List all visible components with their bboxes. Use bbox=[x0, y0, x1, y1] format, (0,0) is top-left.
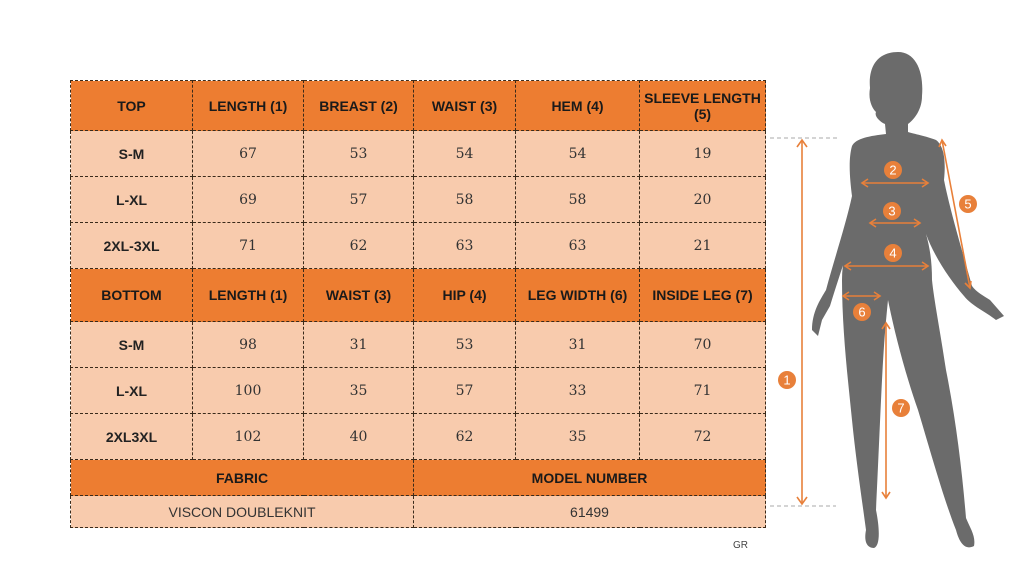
column-header: INSIDE LEG (7) bbox=[639, 268, 766, 322]
column-header: HIP (4) bbox=[413, 268, 516, 322]
footer-value: VISCON DOUBLEKNIT bbox=[70, 495, 414, 528]
column-header: LEG WIDTH (6) bbox=[515, 268, 640, 322]
column-header: TOP bbox=[70, 80, 193, 131]
column-header: LENGTH (1) bbox=[192, 268, 304, 322]
size-label: L-XL bbox=[70, 176, 193, 223]
column-header: MODEL NUMBER bbox=[413, 459, 766, 496]
table-row: FABRIC MODEL NUMBER bbox=[70, 459, 766, 496]
marker-badge bbox=[853, 303, 871, 321]
measurement-cell: 62 bbox=[413, 413, 516, 460]
marker-badge bbox=[778, 371, 796, 389]
measurement-cell: 20 bbox=[639, 176, 766, 223]
table-row: 2XL-3XL 71 62 63 63 21 bbox=[70, 222, 766, 269]
column-header: WAIST (3) bbox=[303, 268, 414, 322]
table-row: VISCON DOUBLEKNIT 61499 bbox=[70, 495, 766, 528]
size-label: S-M bbox=[70, 321, 193, 368]
table-row: BOTTOM LENGTH (1) WAIST (3) HIP (4) LEG WIDT… bbox=[70, 268, 766, 322]
measurement-cell: 21 bbox=[639, 222, 766, 269]
table-row: S-M 98 31 53 31 70 bbox=[70, 321, 766, 368]
table-row: TOP LENGTH (1) BREAST (2) WAIST (3) HEM (4) S… bbox=[70, 80, 766, 131]
column-header: SLEEVE LENGTH (5) bbox=[639, 80, 766, 131]
measurement-cell: 98 bbox=[192, 321, 304, 368]
measurement-cell: 63 bbox=[413, 222, 516, 269]
measurement-cell: 53 bbox=[303, 130, 414, 177]
marker-badge bbox=[959, 195, 977, 213]
measurement-cell: 102 bbox=[192, 413, 304, 460]
measurement-cell: 54 bbox=[515, 130, 640, 177]
measurement-cell: 57 bbox=[413, 367, 516, 414]
measurement-cell: 40 bbox=[303, 413, 414, 460]
measurement-cell: 72 bbox=[639, 413, 766, 460]
marker-label: 3 bbox=[888, 204, 895, 219]
table-row: L-XL 69 57 58 58 20 bbox=[70, 176, 766, 223]
size-label: L-XL bbox=[70, 367, 193, 414]
size-label: 2XL-3XL bbox=[70, 222, 193, 269]
measurement-cell: 100 bbox=[192, 367, 304, 414]
watermark-text: GR bbox=[733, 540, 748, 551]
measurement-cell: 53 bbox=[413, 321, 516, 368]
silhouette bbox=[812, 52, 1004, 548]
column-header: BOTTOM bbox=[70, 268, 193, 322]
measurement-cell: 62 bbox=[303, 222, 414, 269]
measurement-cell: 71 bbox=[639, 367, 766, 414]
measurement-cell: 63 bbox=[515, 222, 640, 269]
table-row: 2XL3XL 102 40 62 35 72 bbox=[70, 413, 766, 460]
marker-label: 4 bbox=[889, 246, 896, 261]
column-header: FABRIC bbox=[70, 459, 414, 496]
marker-label: 5 bbox=[964, 197, 971, 212]
size-chart-table: TOP LENGTH (1) BREAST (2) WAIST (3) HEM (4) S… bbox=[70, 80, 766, 528]
marker-badge bbox=[884, 244, 902, 262]
footer-value: 61499 bbox=[413, 495, 766, 528]
measurement-cell: 58 bbox=[515, 176, 640, 223]
measurement-cell: 67 bbox=[192, 130, 304, 177]
measurement-cell: 31 bbox=[303, 321, 414, 368]
measurement-cell: 35 bbox=[303, 367, 414, 414]
marker-label: 1 bbox=[783, 373, 790, 388]
column-header: WAIST (3) bbox=[413, 80, 516, 131]
measurement-cell: 58 bbox=[413, 176, 516, 223]
measurement-arrows bbox=[770, 137, 972, 507]
measurement-cell: 54 bbox=[413, 130, 516, 177]
marker-badge bbox=[892, 399, 910, 417]
measurement-cell: 71 bbox=[192, 222, 304, 269]
marker-label: 6 bbox=[858, 305, 865, 320]
measurement-cell: 35 bbox=[515, 413, 640, 460]
marker-badge bbox=[884, 161, 902, 179]
table-row: S-M 67 53 54 54 19 bbox=[70, 130, 766, 177]
marker-label: 2 bbox=[889, 163, 896, 178]
size-label: S-M bbox=[70, 130, 193, 177]
measurement-cell: 70 bbox=[639, 321, 766, 368]
marker-label: 7 bbox=[897, 401, 904, 416]
marker-badge bbox=[883, 202, 901, 220]
column-header: HEM (4) bbox=[515, 80, 640, 131]
